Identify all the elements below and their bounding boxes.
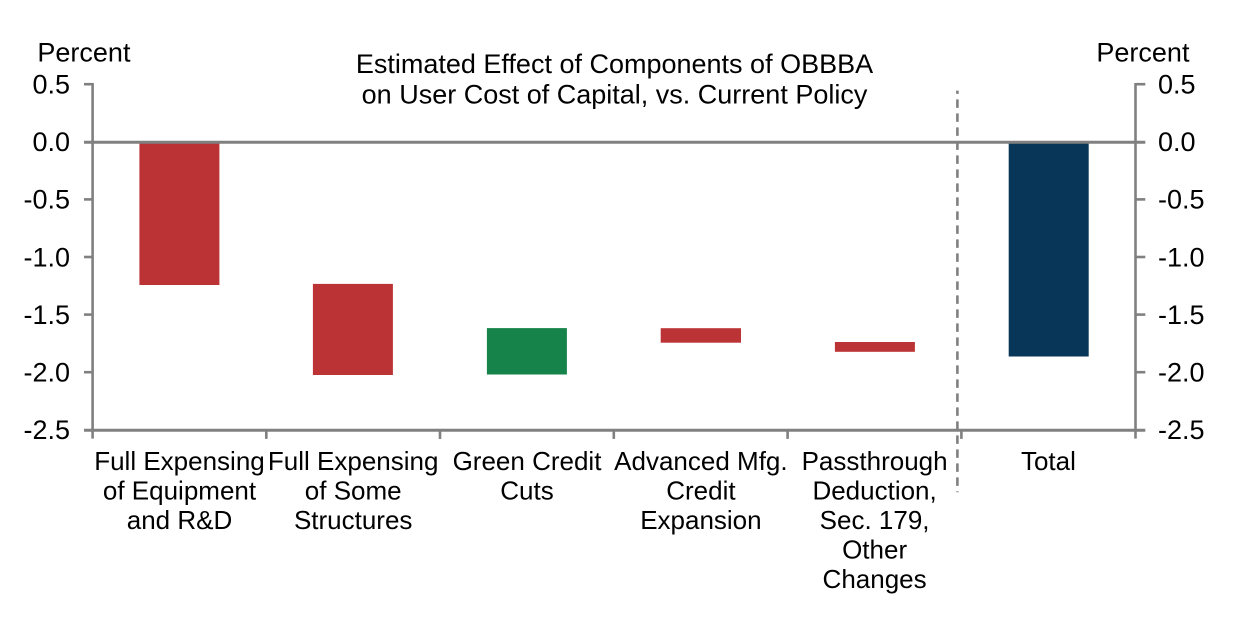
svg-text:Cuts: Cuts bbox=[500, 476, 553, 506]
svg-text:-0.5: -0.5 bbox=[23, 185, 70, 215]
svg-text:Advanced Mfg.: Advanced Mfg. bbox=[614, 446, 787, 476]
svg-text:-2.0: -2.0 bbox=[1158, 358, 1205, 388]
svg-text:Full Expensing: Full Expensing bbox=[94, 446, 265, 476]
svg-text:0.0: 0.0 bbox=[32, 127, 70, 157]
svg-text:-1.0: -1.0 bbox=[23, 242, 70, 272]
svg-text:Sec. 179,: Sec. 179, bbox=[820, 505, 930, 535]
svg-text:Deduction,: Deduction, bbox=[812, 476, 936, 506]
svg-text:Total: Total bbox=[1021, 446, 1076, 476]
svg-text:0.0: 0.0 bbox=[1158, 127, 1196, 157]
svg-text:Green Credit: Green Credit bbox=[453, 446, 603, 476]
svg-text:-2.5: -2.5 bbox=[23, 415, 70, 445]
svg-text:of Equipment: of Equipment bbox=[103, 476, 257, 506]
svg-text:-1.5: -1.5 bbox=[1158, 300, 1205, 330]
svg-text:-2.0: -2.0 bbox=[23, 358, 70, 388]
svg-text:Changes: Changes bbox=[823, 564, 927, 594]
svg-text:Percent: Percent bbox=[1096, 37, 1190, 67]
svg-text:Credit: Credit bbox=[666, 476, 736, 506]
svg-text:on User Cost of Capital, vs. C: on User Cost of Capital, vs. Current Pol… bbox=[362, 80, 868, 110]
svg-text:Full Expensing: Full Expensing bbox=[268, 446, 439, 476]
svg-text:Estimated Effect of Components: Estimated Effect of Components of OBBBA bbox=[356, 49, 873, 79]
svg-text:Structures: Structures bbox=[294, 505, 413, 535]
svg-text:-1.0: -1.0 bbox=[1158, 242, 1205, 272]
svg-text:0.5: 0.5 bbox=[1158, 70, 1196, 100]
svg-text:0.5: 0.5 bbox=[32, 70, 70, 100]
svg-text:Passthrough: Passthrough bbox=[802, 446, 948, 476]
svg-text:of Some: of Some bbox=[305, 476, 402, 506]
svg-text:Other: Other bbox=[842, 535, 907, 565]
svg-text:-2.5: -2.5 bbox=[1158, 415, 1205, 445]
svg-text:Expansion: Expansion bbox=[640, 505, 761, 535]
svg-text:-1.5: -1.5 bbox=[23, 300, 70, 330]
svg-text:Percent: Percent bbox=[37, 37, 131, 67]
svg-text:and R&D: and R&D bbox=[127, 505, 233, 535]
svg-text:-0.5: -0.5 bbox=[1158, 185, 1205, 215]
